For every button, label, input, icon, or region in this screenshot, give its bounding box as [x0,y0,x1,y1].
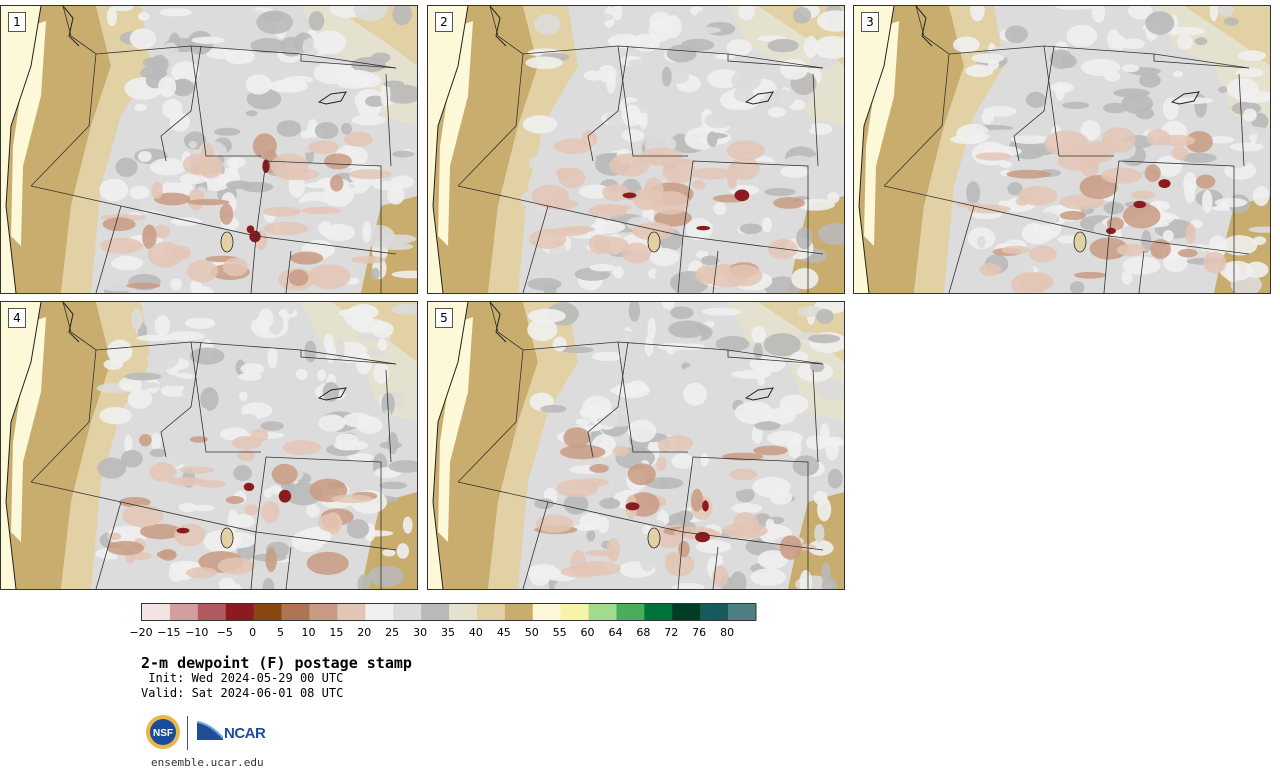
colorbar-tick-label: 0 [249,626,257,639]
colorbar-tick-label: −15 [157,626,181,639]
colorbar-swatch [588,604,617,620]
colorbar-tick-label: 64 [608,626,623,639]
map-panel-1: 1 [0,5,418,294]
colorbar-tick-label: 45 [496,626,511,639]
colorbar-swatch [476,604,506,620]
colorbar-swatch [700,604,729,620]
colorbar-swatch [672,604,701,620]
panel-number: 2 [435,12,453,32]
colorbar-swatch [253,604,282,620]
colorbar-swatch [532,604,562,620]
valid-time: Valid: Sat 2024-06-01 08 UTC [141,686,344,700]
dewpoint-map-3 [854,6,1270,293]
colorbar-tick-label: 80 [720,626,735,639]
colorbar-tick-label: 76 [692,626,707,639]
colorbar-swatch [728,604,757,620]
nsf-logo-text: NSF [153,728,173,739]
colorbar-swatch [449,604,478,620]
init-time: Init: Wed 2024-05-29 00 UTC [141,671,344,685]
colorbar-swatch [365,604,394,620]
colorbar-swatch [504,604,534,620]
ncar-logo-text: NCAR [224,725,266,742]
logo-divider [187,716,188,750]
colorbar-tick-label: 10 [301,626,316,639]
ncar-logo-mark [197,721,223,740]
colorbar-tick-label: −5 [216,626,233,639]
map-panel-4: 4 [0,301,418,590]
map-panel-5: 5 [427,301,845,590]
colorbar-tick-label: 5 [277,626,285,639]
colorbar-swatch [197,604,227,620]
map-panel-2: 2 [427,5,845,294]
map-panel-3: 3 [853,5,1271,294]
colorbar-tick-label: 30 [413,626,428,639]
colorbar-swatch [616,604,645,620]
panel-number: 1 [8,12,26,32]
colorbar-tick-label: 72 [664,626,679,639]
colorbar-swatch [393,604,422,620]
colorbar-swatch [309,604,338,620]
colorbar-swatch [281,604,310,620]
map-title: 2-m dewpoint (F) postage stamp [141,654,412,672]
dewpoint-map-5 [428,302,844,589]
colorbar-tick-label: 60 [580,626,595,639]
colorbar-tick-label: 50 [524,626,539,639]
colorbar [141,603,757,621]
colorbar-swatch [169,604,199,620]
colorbar-tick-label: 55 [552,626,567,639]
colorbar-tick-label: −10 [185,626,209,639]
panel-number: 4 [8,308,26,328]
colorbar-swatch [337,604,366,620]
colorbar-swatch [560,604,589,620]
dewpoint-map-2 [428,6,844,293]
panel-number: 3 [861,12,879,32]
colorbar-tick-label: 35 [441,626,455,639]
colorbar-tick-label: 40 [468,626,483,639]
colorbar-tick-label: −20 [129,626,153,639]
site-url: ensemble.ucar.edu [151,756,264,769]
nsf-logo: NSF [146,715,180,749]
colorbar-tick-label: 20 [357,626,372,639]
colorbar-swatch [644,604,673,620]
colorbar-swatch [142,604,171,620]
dewpoint-map-1 [1,6,417,293]
colorbar-swatch [225,604,255,620]
colorbar-tick-label: 15 [329,626,344,639]
colorbar-tick-label: 68 [636,626,651,639]
dewpoint-map-4 [1,302,417,589]
colorbar-swatch [421,604,450,620]
panel-number: 5 [435,308,453,328]
colorbar-tick-label: 25 [385,626,400,639]
